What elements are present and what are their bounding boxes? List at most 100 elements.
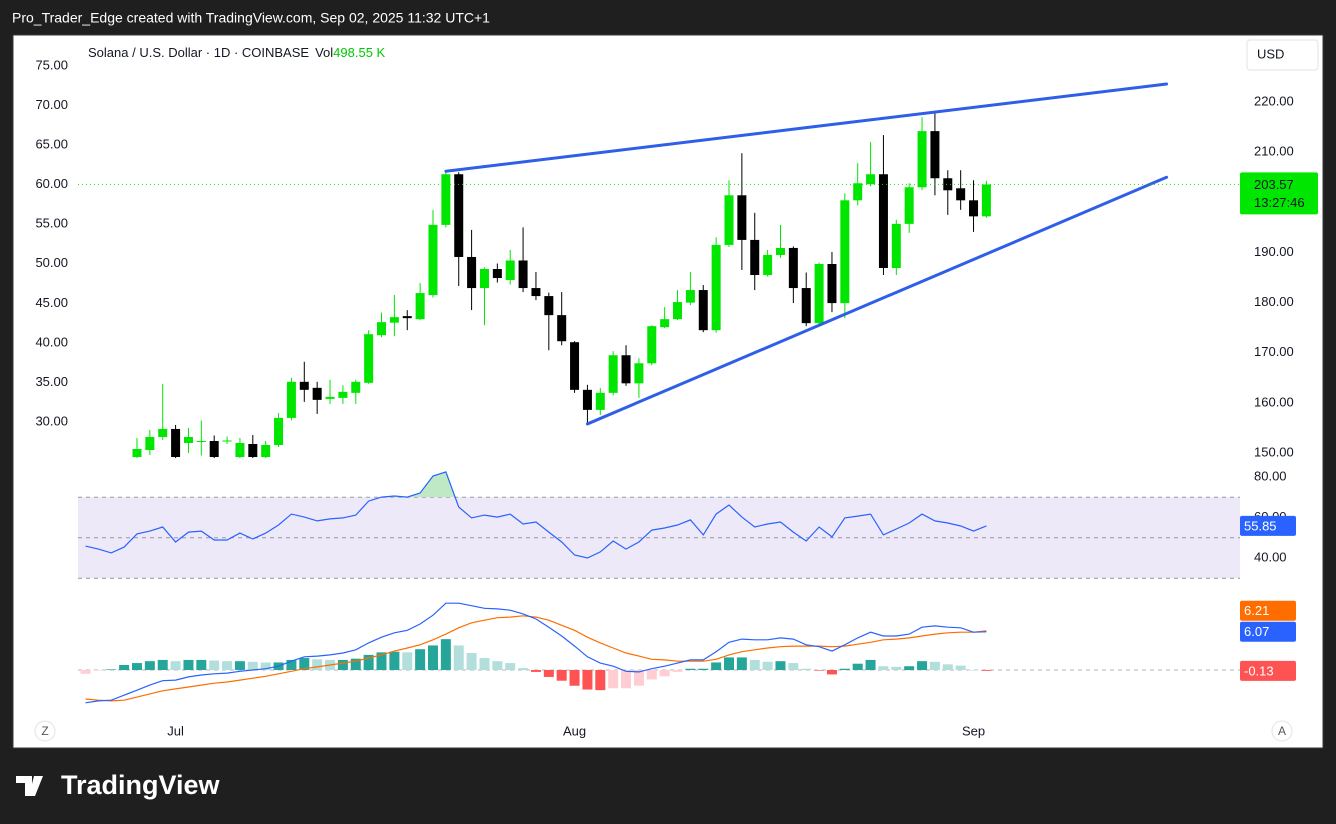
candle-body [325,396,335,399]
y-tick-label: 220.00 [1254,93,1294,108]
histogram-bar [415,649,426,670]
candle-body [428,224,438,296]
auto-scale-label[interactable]: A [1278,724,1286,738]
histogram-bar [80,670,91,674]
y-tick-label: 45.00 [35,295,68,310]
candle-body [878,174,888,269]
candle-body [505,260,515,281]
histogram-bar [672,670,683,672]
histogram-bar [453,645,464,670]
histogram-bar [595,670,606,691]
y-tick-label: 50.00 [35,255,68,270]
histogram-bar [917,661,928,670]
histogram-bar [826,670,837,675]
signal-value: 6.21 [1244,603,1269,618]
candle-body [196,440,206,442]
histogram-bar [968,670,979,671]
histogram-bar [440,639,451,670]
y-tick-label: 160.00 [1254,394,1294,409]
auto-scale-button[interactable] [1271,720,1293,742]
candle-body [737,195,747,240]
y-tick-label: 40.00 [1254,549,1287,564]
candle-body [711,244,721,331]
candle-body [286,381,296,418]
histogram-bar [929,661,940,670]
histogram-bar [170,661,181,670]
y-tick-label: 30.00 [35,413,68,428]
histogram-bar [260,662,271,670]
candle-body [840,200,850,304]
candle-body [621,355,631,384]
currency-button[interactable] [1246,39,1319,71]
logo: TradingView [16,770,221,800]
y-tick-label: 55.00 [35,216,68,231]
candle-body [557,315,567,342]
histogram-bar [608,670,619,689]
rsi-value: 55.85 [1244,518,1277,533]
histogram-bar [814,670,825,671]
chart-panel [12,34,1324,749]
histogram-bar [569,670,580,686]
candle-body [351,381,361,393]
histogram-bar [144,661,155,670]
histogram-bar [402,652,413,670]
histogram-bar [711,662,722,670]
currency[interactable]: USD [1257,46,1284,61]
histogram-bar [904,666,915,670]
y-tick-label: 170.00 [1254,344,1294,359]
histogram-bar [466,652,477,670]
histogram-bar [299,658,310,670]
histogram-bar [685,668,696,670]
candle-body [647,326,657,364]
histogram-bar [942,664,953,670]
candle-body [132,449,142,458]
histogram-bar [659,670,670,677]
candle-body [904,187,914,224]
histogram-bar [698,668,709,670]
candle-body [943,178,953,191]
y-tick-label: 150.00 [1254,444,1294,459]
histogram-bar [492,661,503,670]
x-tick-label: Aug [563,723,586,738]
y-tick-label: 190.00 [1254,244,1294,259]
candle-body [261,444,271,458]
zoom-label[interactable]: Z [41,724,48,738]
zoom-button[interactable] [34,720,56,742]
histogram-bar [427,645,438,670]
countdown: 13:27:46 [1254,195,1305,210]
candle-body [389,317,399,323]
histogram-bar [633,670,644,686]
histogram-bar [955,665,966,670]
candle-body [402,316,412,319]
candle-body [479,269,489,289]
candle-body [171,428,181,458]
candle-body [595,392,605,410]
candle-body [377,322,387,336]
axes: 150.00160.00170.00180.00190.00200.00210.… [35,57,1318,738]
candle-body [274,417,284,445]
candle-body [222,440,232,442]
histogram-bar [621,670,632,689]
candle-body [608,355,618,393]
histogram-bar [749,659,760,670]
x-tick-label: Jul [167,723,184,738]
histogram-bar [234,661,245,670]
credit: Pro_Trader_Edge created with TradingView… [12,10,490,26]
candle-body [570,342,580,390]
trendline [444,82,1169,173]
candle-body [531,288,541,297]
last-price: 203.57 [1254,177,1294,192]
candle-body [209,440,219,458]
candle-body [441,174,451,225]
rsi-overbought-fill [380,471,456,498]
chart-title: Solana / U.S. Dollar · 1D · COINBASE Vol4… [88,45,386,60]
y-tick-label: 65.00 [35,137,68,152]
candle-body [492,269,502,279]
histogram-bar [247,661,258,670]
candle-body [415,293,425,320]
histogram-bar [646,670,657,680]
y-tick-label: 35.00 [35,374,68,389]
histogram-bar [878,666,889,670]
candle-body [158,428,168,437]
